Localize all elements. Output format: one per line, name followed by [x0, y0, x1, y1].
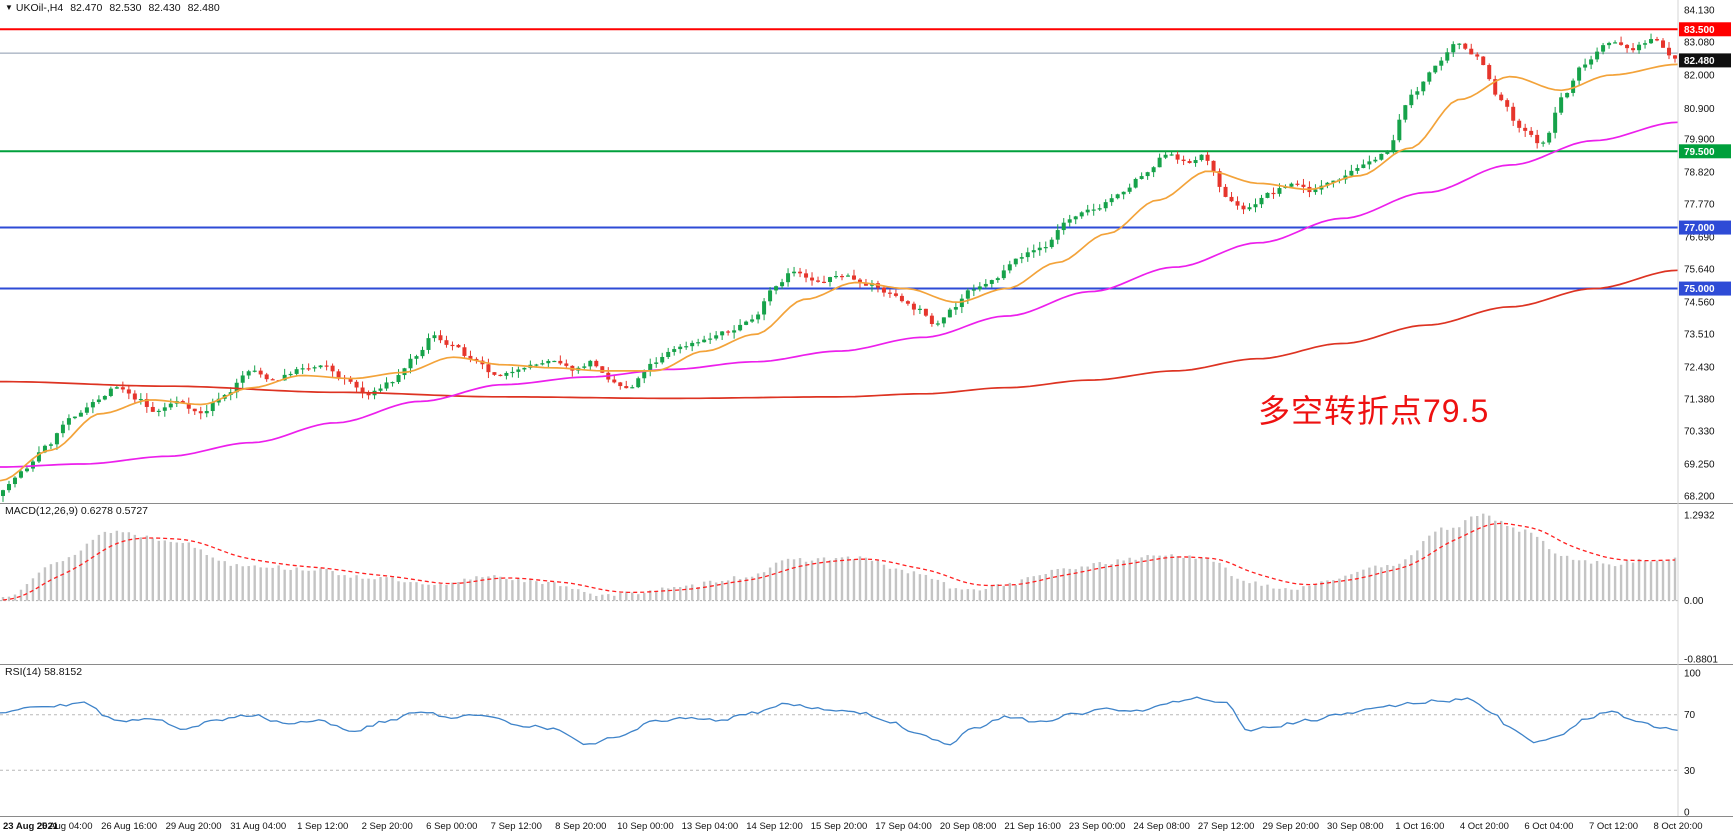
level-lines[interactable] — [0, 28, 1678, 290]
time-axis-label: 30 Sep 08:00 — [1327, 821, 1384, 832]
time-axis-label: 14 Sep 12:00 — [746, 821, 803, 832]
time-axis-label: 7 Oct 12:00 — [1588, 821, 1639, 832]
symbol-ohlc-header: ▼ UKOil-,H4 82.470 82.530 82.430 82.480 — [5, 2, 227, 14]
close-value: 82.480 — [187, 2, 220, 14]
annotation-text[interactable]: 多空转折点79.5 — [1258, 393, 1490, 429]
time-axis-label: 23 Sep 00:00 — [1068, 821, 1126, 832]
open-value: 82.470 — [70, 2, 103, 14]
svg-text:79.500: 79.500 — [1684, 147, 1715, 158]
svg-text:68.200: 68.200 — [1684, 491, 1715, 502]
time-axis-label: 6 Oct 04:00 — [1524, 821, 1574, 832]
price-axis-labels[interactable]: 84.130 83.080 82.000 80.900 79.900 78.820 77.7… — [1684, 6, 1715, 503]
svg-text:70: 70 — [1684, 710, 1696, 721]
svg-text:0.00: 0.00 — [1684, 596, 1704, 607]
macd-axis-labels[interactable]: 1.2932 0.00 -0.8801 — [1684, 511, 1718, 664]
svg-text:80.900: 80.900 — [1684, 104, 1715, 115]
rsi-chart-canvas[interactable]: 100 70 30 0 — [0, 664, 1733, 816]
svg-text:82.000: 82.000 — [1684, 71, 1715, 82]
candlestick-chart-canvas[interactable]: 84.130 83.080 82.000 80.900 79.900 78.820 77.7… — [0, 0, 1733, 503]
time-axis-label: 2 Sep 20:00 — [361, 821, 413, 832]
time-axis-label: 27 Sep 12:00 — [1197, 821, 1255, 832]
time-axis-label: 29 Aug 20:00 — [165, 821, 222, 832]
rsi-axis-labels[interactable]: 100 70 30 0 — [1684, 669, 1701, 817]
ma-medium-line — [0, 121, 1679, 468]
svg-text:1.2932: 1.2932 — [1684, 511, 1715, 522]
time-axis-label: 17 Sep 04:00 — [875, 821, 932, 832]
svg-text:77.770: 77.770 — [1684, 200, 1715, 211]
svg-text:82.480: 82.480 — [1684, 56, 1715, 67]
svg-text:84.130: 84.130 — [1684, 6, 1715, 17]
low-value: 82.430 — [148, 2, 181, 14]
svg-text:30: 30 — [1684, 766, 1696, 777]
svg-text:83.080: 83.080 — [1684, 38, 1715, 49]
svg-text:70.330: 70.330 — [1684, 427, 1715, 438]
macd-chart-canvas[interactable]: 1.2932 0.00 -0.8801 — [0, 503, 1733, 664]
macd-signal-line — [2, 522, 1676, 601]
macd-panel[interactable]: MACD(12,26,9) 0.6278 0.5727 1.2932 0.00 -0… — [0, 503, 1733, 664]
time-axis-label: 24 Sep 08:00 — [1133, 821, 1190, 832]
time-axis-label: 8 Sep 20:00 — [555, 821, 607, 832]
time-axis-label: 25 Aug 04:00 — [36, 821, 93, 832]
svg-text:77.000: 77.000 — [1684, 223, 1715, 234]
svg-text:75.000: 75.000 — [1684, 284, 1715, 295]
time-axis-label: 1 Oct 16:00 — [1395, 821, 1445, 832]
time-axis-label: 4 Oct 20:00 — [1459, 821, 1509, 832]
price-tags: 83.500 79.500 77.000 75.000 82.480 — [1679, 22, 1731, 296]
time-axis-label: 26 Aug 16:00 — [101, 821, 158, 832]
svg-text:73.510: 73.510 — [1684, 330, 1715, 341]
time-axis-label: 23 Aug 2021 — [3, 821, 59, 832]
macd-histogram — [1, 513, 1677, 601]
time-axis-label: 31 Aug 04:00 — [230, 821, 287, 832]
svg-text:74.560: 74.560 — [1684, 297, 1715, 308]
time-axis-label: 20 Sep 08:00 — [939, 821, 997, 832]
time-axis-label: 7 Sep 12:00 — [490, 821, 542, 832]
svg-text:0: 0 — [1684, 808, 1690, 817]
svg-text:83.500: 83.500 — [1684, 25, 1715, 36]
symbol-timeframe-label: UKOil-,H4 — [15, 2, 64, 14]
rsi-line — [0, 696, 1679, 746]
time-axis-label: 21 Sep 16:00 — [1004, 821, 1061, 832]
ma-slow-line — [0, 269, 1679, 400]
svg-text:79.900: 79.900 — [1684, 135, 1715, 146]
main-chart-panel[interactable]: ▼ UKOil-,H4 82.470 82.530 82.430 82.480 多空转折点… — [0, 0, 1733, 503]
svg-text:75.640: 75.640 — [1684, 265, 1715, 276]
svg-text:72.430: 72.430 — [1684, 362, 1715, 373]
time-axis[interactable]: 23 Aug 2021 25 Aug 04:00 26 Aug 16:00 29 Au… — [0, 816, 1733, 839]
time-axis-label: 10 Sep 00:00 — [617, 821, 674, 832]
time-axis-label: 1 Sep 12:00 — [297, 821, 349, 832]
rsi-label: RSI(14) 58.8152 — [5, 666, 83, 678]
macd-label: MACD(12,26,9) 0.6278 0.5727 — [5, 505, 149, 517]
time-axis-label: 6 Sep 00:00 — [426, 821, 478, 832]
svg-text:100: 100 — [1684, 669, 1701, 680]
time-axis-label: 13 Sep 04:00 — [681, 821, 739, 832]
time-axis-label: 29 Sep 20:00 — [1262, 821, 1320, 832]
ma-fast-line — [0, 63, 1679, 482]
svg-text:76.690: 76.690 — [1684, 233, 1715, 244]
svg-text:78.820: 78.820 — [1684, 168, 1715, 179]
svg-text:69.250: 69.250 — [1684, 459, 1715, 470]
symbol-dropdown-icon: ▼ — [5, 3, 13, 12]
svg-text:-0.8801: -0.8801 — [1684, 654, 1718, 664]
time-axis-label: 8 Oct 20:00 — [1653, 821, 1703, 832]
rsi-panel[interactable]: RSI(14) 58.8152 100 70 30 0 — [0, 664, 1733, 816]
time-axis-label: 15 Sep 20:00 — [810, 821, 868, 832]
svg-text:71.380: 71.380 — [1684, 394, 1715, 405]
high-value: 82.530 — [109, 2, 142, 14]
